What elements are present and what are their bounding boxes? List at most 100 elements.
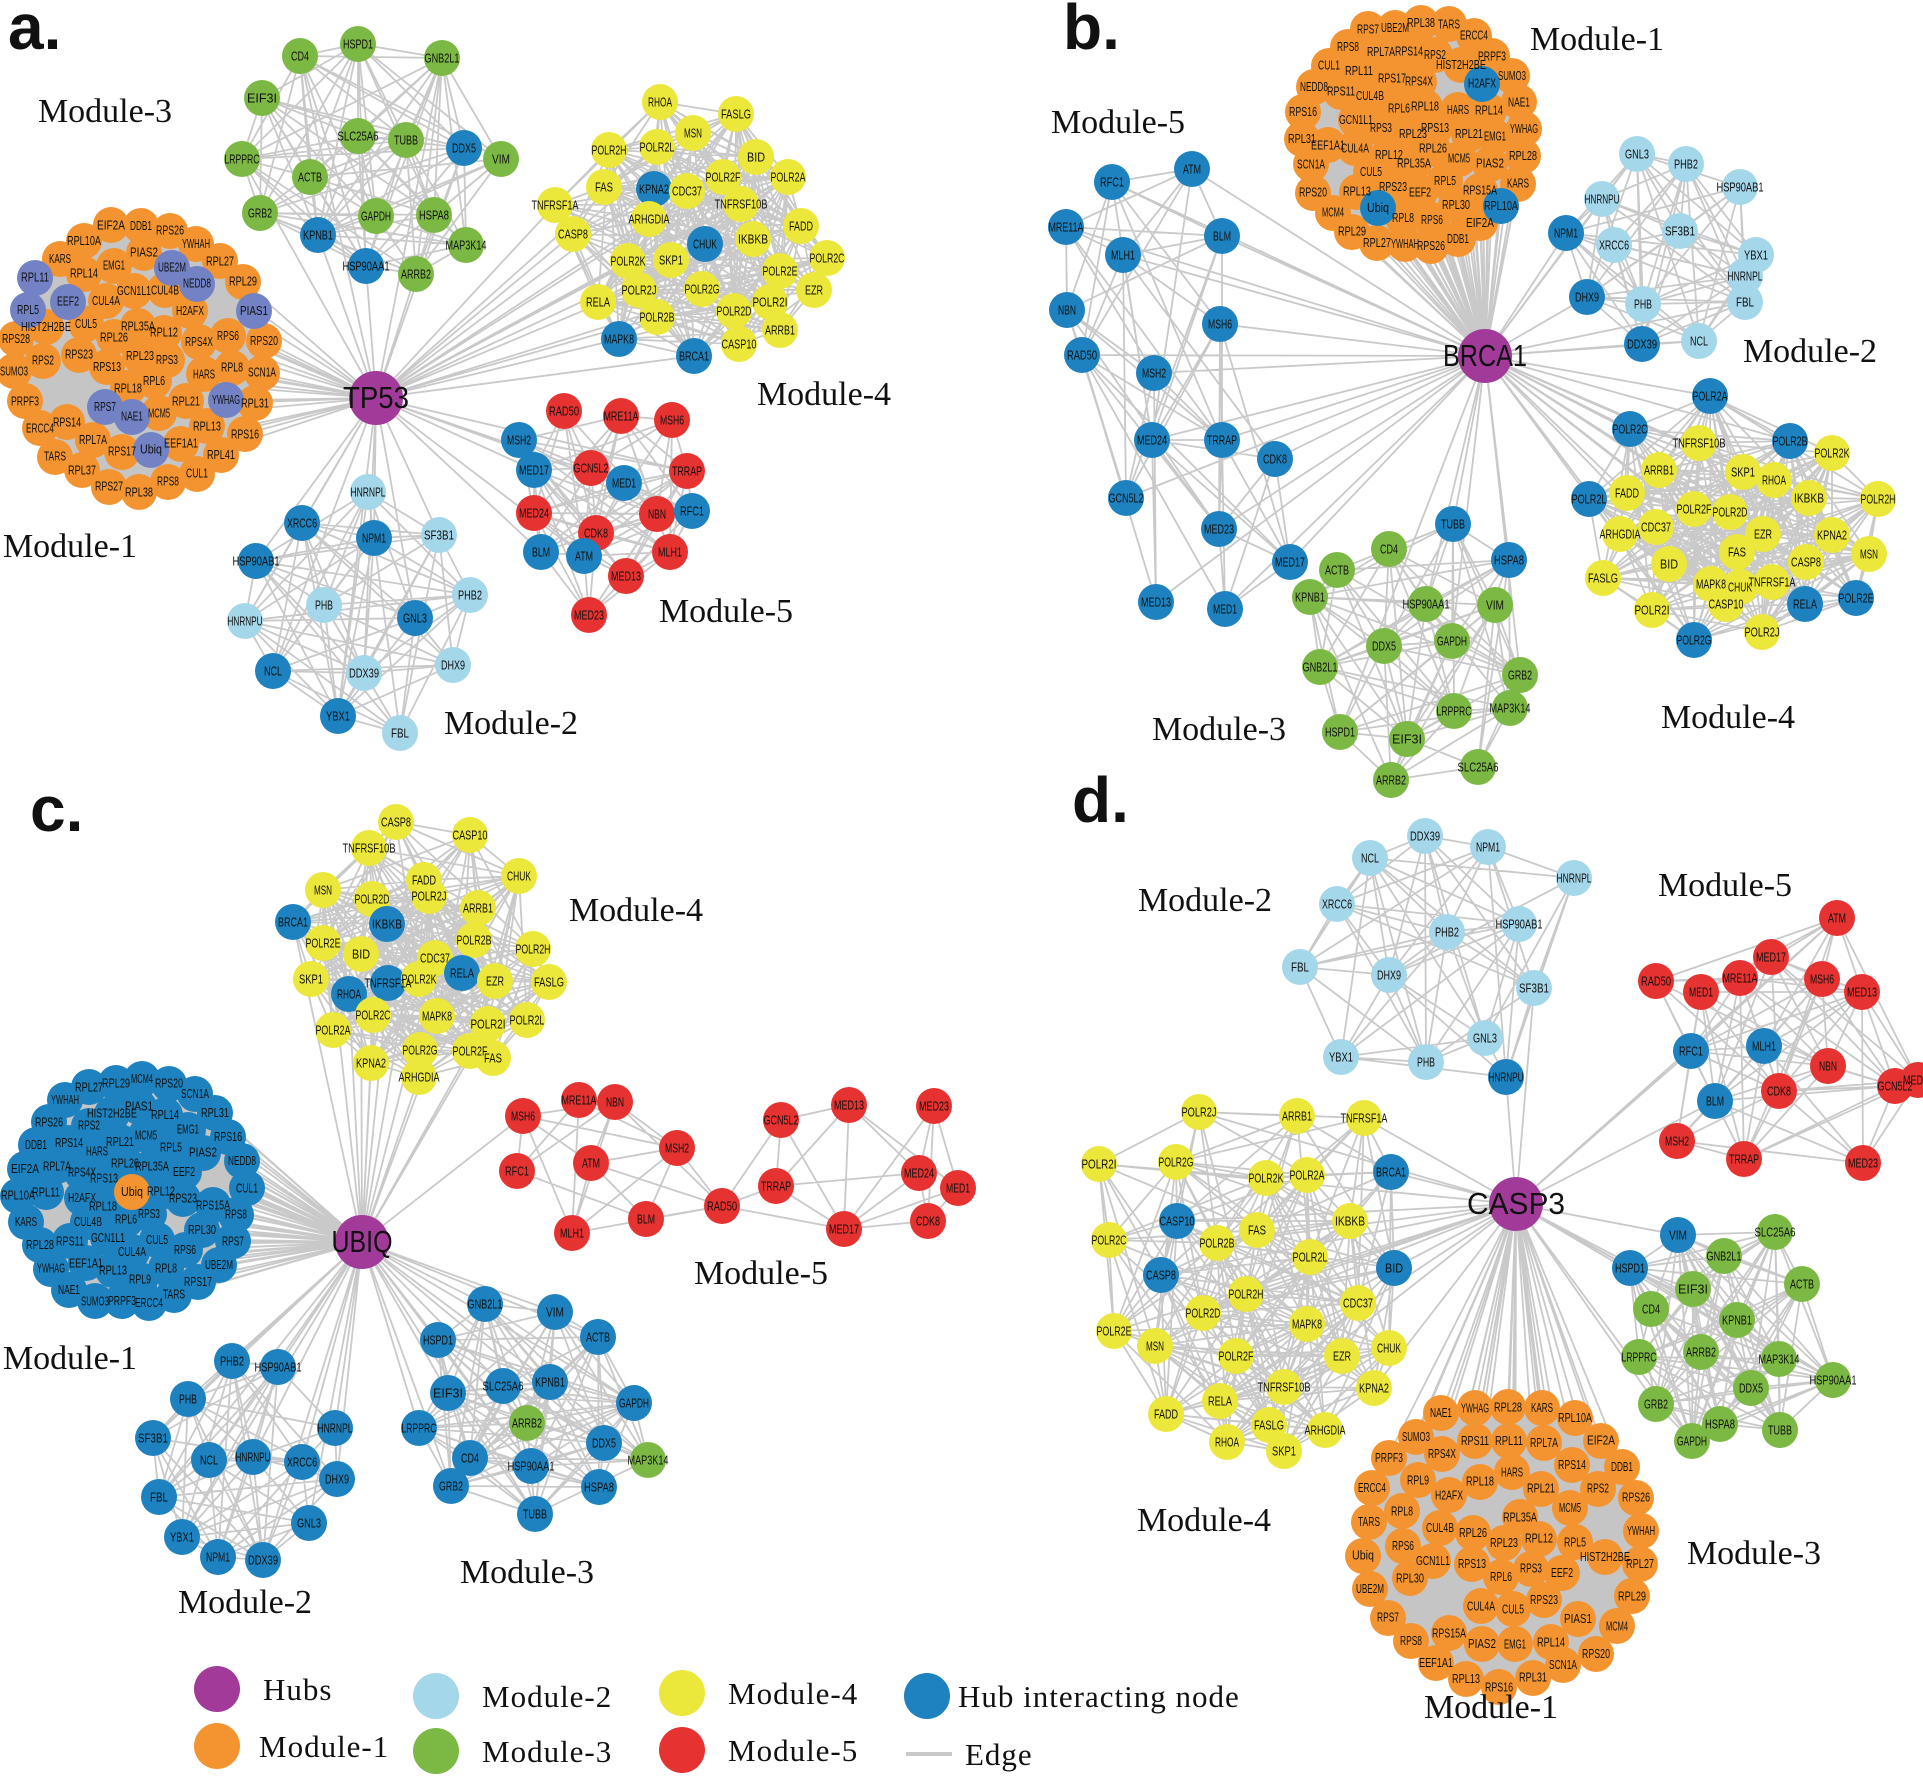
svg-text:NEDD8: NEDD8 [228, 1153, 256, 1168]
svg-text:PRPF3: PRPF3 [1478, 48, 1506, 63]
svg-text:MED23: MED23 [919, 1099, 949, 1114]
svg-text:TRRAP: TRRAP [1207, 433, 1237, 448]
svg-text:MED24: MED24 [1903, 1073, 1923, 1088]
svg-text:Module-5: Module-5 [659, 593, 793, 630]
svg-text:UBE2M: UBE2M [205, 1257, 233, 1272]
svg-text:KPNA2: KPNA2 [1359, 1381, 1389, 1396]
svg-text:PHB2: PHB2 [220, 1354, 244, 1369]
svg-text:EIF2A: EIF2A [1466, 215, 1494, 230]
svg-text:RPL35A: RPL35A [135, 1159, 169, 1174]
svg-text:BRCA1: BRCA1 [1376, 1165, 1406, 1180]
svg-text:ARRB1: ARRB1 [463, 901, 493, 916]
svg-text:GCN5L2: GCN5L2 [1878, 1079, 1913, 1094]
svg-text:RPL23: RPL23 [1399, 126, 1427, 141]
svg-text:ARRB2: ARRB2 [1686, 1345, 1716, 1360]
svg-text:PIAS1: PIAS1 [125, 1099, 153, 1114]
svg-text:RPS7: RPS7 [94, 399, 116, 414]
svg-text:RPL14: RPL14 [70, 266, 98, 281]
svg-text:CASP10: CASP10 [1709, 597, 1744, 612]
svg-text:RPS13: RPS13 [1458, 1556, 1486, 1571]
svg-text:HSPA8: HSPA8 [584, 1480, 614, 1495]
svg-text:MSH6: MSH6 [1208, 317, 1232, 332]
svg-text:MSH6: MSH6 [511, 1109, 535, 1124]
svg-text:EEF2: EEF2 [1551, 1565, 1573, 1580]
svg-text:RPS8: RPS8 [1337, 39, 1359, 54]
svg-text:POLR2I: POLR2I [1635, 603, 1670, 618]
svg-text:DDB1: DDB1 [1611, 1459, 1633, 1474]
svg-text:PHB2: PHB2 [1435, 925, 1459, 940]
svg-text:HSPA8: HSPA8 [1705, 1417, 1735, 1432]
svg-text:EMG1: EMG1 [177, 1122, 199, 1137]
svg-text:SKP1: SKP1 [659, 253, 683, 268]
svg-text:MSN: MSN [684, 126, 702, 141]
svg-text:MLH1: MLH1 [1111, 248, 1135, 263]
svg-text:MED1: MED1 [1689, 985, 1713, 1000]
svg-text:KARS: KARS [15, 1214, 37, 1229]
svg-text:d.: d. [1072, 764, 1129, 836]
svg-text:GNL3: GNL3 [1625, 147, 1649, 162]
svg-text:RPS23: RPS23 [1379, 179, 1407, 194]
svg-text:BLM: BLM [637, 1212, 655, 1227]
svg-text:POLR2B: POLR2B [457, 933, 492, 948]
svg-text:MCM5: MCM5 [148, 405, 170, 420]
svg-text:PRPF3: PRPF3 [11, 393, 39, 408]
svg-text:RPL18: RPL18 [89, 1198, 117, 1213]
svg-text:NCL: NCL [1690, 334, 1708, 349]
svg-text:MSH6: MSH6 [1810, 972, 1834, 987]
svg-text:RPL12: RPL12 [1525, 1531, 1553, 1546]
svg-text:POLR2F: POLR2F [453, 1044, 488, 1059]
svg-text:PRPF3: PRPF3 [1375, 1450, 1403, 1465]
svg-text:RPL13: RPL13 [99, 1262, 127, 1277]
svg-text:Edge: Edge [965, 1737, 1033, 1772]
svg-text:MRE11A: MRE11A [1723, 971, 1758, 986]
svg-text:BRCA1: BRCA1 [278, 915, 308, 930]
svg-text:Module-1: Module-1 [3, 1340, 137, 1377]
svg-text:FBL: FBL [391, 726, 409, 741]
svg-text:RPS17: RPS17 [1378, 71, 1406, 86]
svg-text:GCN1L1: GCN1L1 [91, 1230, 125, 1245]
svg-text:PIAS1: PIAS1 [1564, 1611, 1592, 1626]
svg-text:TNFRSF10B: TNFRSF10B [1258, 1380, 1311, 1395]
svg-text:CUL4B: CUL4B [151, 282, 179, 297]
svg-text:GAPDH: GAPDH [1437, 634, 1467, 649]
svg-text:LRPPRC: LRPPRC [1437, 704, 1472, 719]
svg-text:EIF3I: EIF3I [247, 91, 277, 106]
svg-text:POLR2G: POLR2G [1677, 633, 1712, 648]
svg-text:GRB2: GRB2 [1644, 1397, 1668, 1412]
svg-text:RELA: RELA [1793, 597, 1817, 612]
svg-text:POLR2E: POLR2E [763, 264, 798, 279]
svg-text:RPL28: RPL28 [26, 1237, 54, 1252]
svg-text:POLR2H: POLR2H [592, 143, 627, 158]
svg-text:EEF1A1: EEF1A1 [1311, 138, 1345, 153]
svg-text:BLM: BLM [1213, 229, 1231, 244]
svg-text:POLR2L: POLR2L [1572, 492, 1607, 507]
svg-text:GAPDH: GAPDH [361, 209, 391, 224]
svg-text:GCN5L2: GCN5L2 [764, 1113, 799, 1128]
svg-text:MCM5: MCM5 [135, 1127, 157, 1142]
svg-text:Hubs: Hubs [263, 1672, 332, 1707]
svg-text:MLH1: MLH1 [658, 545, 682, 560]
svg-text:RPL13: RPL13 [1452, 1671, 1480, 1686]
svg-text:YWHAG: YWHAG [1510, 121, 1538, 136]
svg-text:ARHGDIA: ARHGDIA [1305, 1423, 1346, 1438]
svg-text:CDC37: CDC37 [420, 951, 450, 966]
svg-text:NAE1: NAE1 [1508, 94, 1530, 109]
svg-text:FAS: FAS [484, 1051, 502, 1066]
svg-text:GAPDH: GAPDH [619, 1396, 649, 1411]
svg-text:LRPPRC: LRPPRC [225, 152, 260, 167]
svg-text:FAS: FAS [1728, 545, 1746, 560]
svg-text:ERCC4: ERCC4 [26, 420, 54, 435]
svg-text:RPL28: RPL28 [1509, 148, 1537, 163]
svg-text:MAPK8: MAPK8 [1696, 577, 1726, 592]
svg-text:TARS: TARS [1438, 17, 1460, 32]
svg-text:XRCC6: XRCC6 [1599, 238, 1629, 253]
svg-text:DHX9: DHX9 [1575, 290, 1599, 305]
svg-text:HSP90AA1: HSP90AA1 [1810, 1373, 1857, 1388]
svg-text:POLR2I: POLR2I [1082, 1157, 1117, 1172]
svg-text:RPS20: RPS20 [1582, 1646, 1610, 1661]
svg-text:RPS16: RPS16 [214, 1129, 242, 1144]
svg-text:HSPA8: HSPA8 [419, 208, 449, 223]
svg-text:MCM4: MCM4 [1606, 1619, 1628, 1634]
svg-text:RPS3: RPS3 [156, 352, 178, 367]
svg-text:NAE1: NAE1 [1430, 1405, 1452, 1420]
